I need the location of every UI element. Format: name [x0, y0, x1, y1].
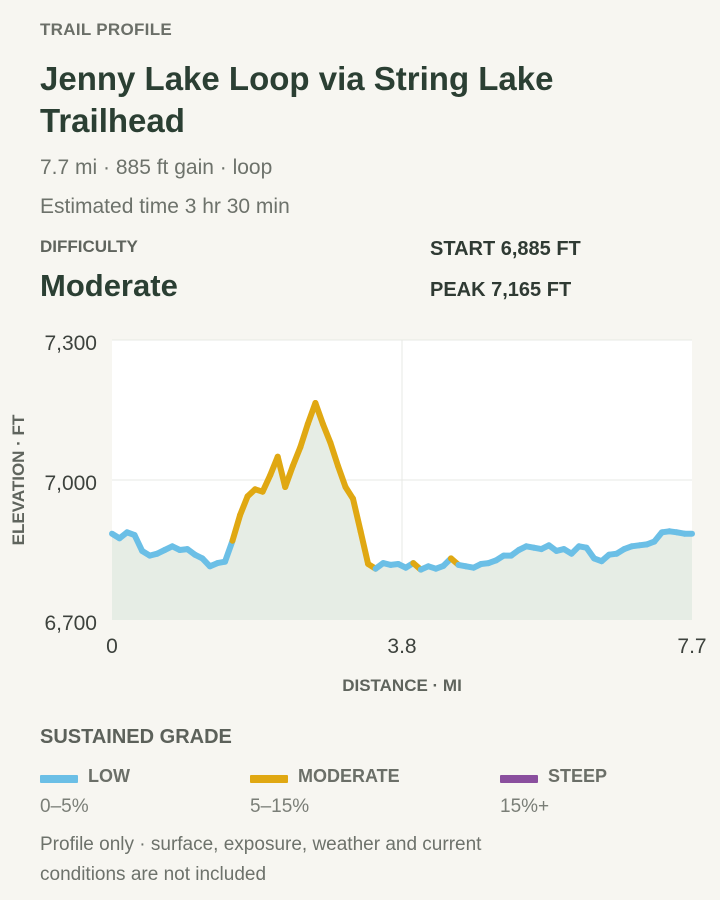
legend-title: SUSTAINED GRADE: [40, 726, 232, 748]
y-axis-label: ELEVATION · FT: [9, 414, 28, 545]
elevation-segment-moderate: [229, 512, 244, 544]
elevation-segment-moderate: [357, 528, 372, 567]
legend-label-steep: STEEP: [548, 766, 608, 786]
start-elevation: START 6,885 FT: [430, 238, 581, 260]
x-tick-label-start: 0: [106, 635, 118, 658]
elevation-segment-moderate: [297, 421, 311, 451]
elevation-chart: 7,300 7,000 6,700 0 3.8 7.7 DISTANCE · M…: [9, 332, 707, 695]
elevation-segment-moderate: [282, 463, 296, 490]
y-tick-label-bottom: 6,700: [44, 612, 97, 635]
elevation-segment-moderate: [237, 493, 251, 518]
legend-swatch-low: [40, 775, 78, 783]
difficulty-value: Moderate: [40, 268, 178, 303]
y-tick-labels: 7,300 7,000 6,700: [44, 332, 97, 635]
elevation-segment-moderate: [289, 444, 304, 469]
elevation-segment-moderate: [335, 463, 349, 490]
peak-elevation: PEAK 7,165 FT: [430, 279, 572, 301]
legend-range-low: 0–5%: [40, 796, 89, 817]
footnote: Profile only · surface, exposure, weathe…: [40, 834, 482, 885]
elevation-segment-moderate: [312, 400, 326, 427]
legend-swatch-steep: [500, 775, 538, 783]
y-tick-label-mid: 7,000: [44, 472, 97, 495]
legend-range-steep: 15%+: [500, 796, 550, 817]
legend-label-moderate: MODERATE: [298, 766, 400, 786]
eyebrow-label: TRAIL PROFILE: [40, 20, 173, 39]
legend-range-moderate: 5–15%: [250, 796, 310, 817]
difficulty-label: DIFFICULTY: [40, 237, 138, 256]
elevation-line: [109, 400, 695, 573]
trail-title: Jenny Lake Loop via String Lake Trailhea…: [40, 60, 554, 139]
x-axis-label: DISTANCE · MI: [342, 676, 462, 695]
elevation-segment-moderate: [350, 495, 364, 535]
elevation-segment-moderate: [259, 472, 274, 495]
estimated-time: Estimated time 3 hr 30 min: [40, 195, 290, 218]
elevation-area: [112, 403, 692, 620]
x-tick-label-end: 7.7: [677, 635, 706, 658]
legend-swatch-moderate: [250, 775, 288, 783]
y-tick-label-top: 7,300: [44, 332, 97, 355]
x-tick-labels: 0 3.8 7.7: [106, 635, 706, 658]
trail-summary: 7.7 mi · 885 ft gain · loop: [40, 156, 273, 179]
x-tick-label-mid: 3.8: [387, 635, 416, 658]
elevation-segment-low: [222, 537, 236, 565]
legend-label-low: LOW: [88, 766, 130, 786]
elevation-segment-moderate: [319, 421, 334, 446]
elevation-segment-moderate: [327, 439, 341, 469]
